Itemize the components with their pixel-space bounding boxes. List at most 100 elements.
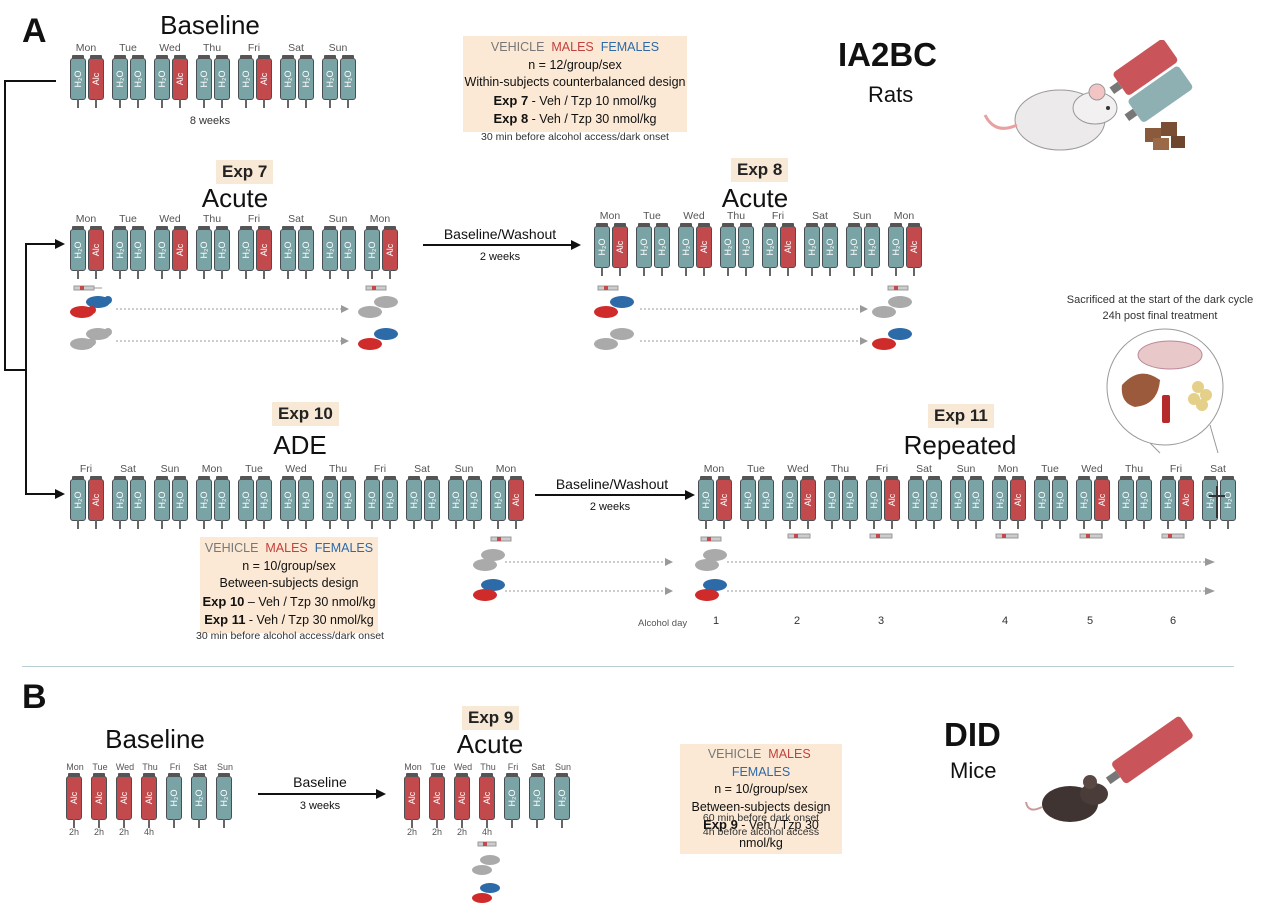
water-bottle-icon: H₂O: [1076, 476, 1092, 529]
alcohol-bottle-icon: Alc: [906, 223, 922, 276]
day-label: Sat: [193, 762, 207, 772]
water-bottle-icon: H₂O: [280, 476, 296, 529]
water-bottle-icon: H₂O: [340, 55, 356, 108]
exp7-title: Acute: [201, 183, 269, 213]
legend-females: FEMALES: [731, 764, 791, 779]
water-bottle-icon: H₂O: [340, 226, 356, 279]
day-label: Sun: [956, 463, 976, 475]
info2-timing: 30 min before alcohol access/dark onset: [196, 630, 384, 642]
day-label: Thu: [726, 210, 746, 222]
water-bottle-icon: H₂O: [678, 223, 694, 276]
day-label: Fri: [169, 762, 181, 772]
vehicle-rat-icon: [86, 328, 112, 340]
mice-arrow-duration: 3 weeks: [299, 800, 341, 812]
water-bottle-icon: H₂O: [298, 476, 314, 529]
legend-vehicle: VEHICLE: [204, 541, 259, 555]
water-bottle-icon: H₂O: [112, 226, 128, 279]
mice-baseline-bottle-row: Mon Alc 2h Tue Alc 2h Wed Alc 2h Thu Alc 4h Fri H₂O Sa…: [66, 762, 246, 842]
water-bottle-icon: H₂O: [196, 226, 212, 279]
exp8-treatment-schematic: [594, 285, 912, 350]
exp8-bottle-row: Mon H₂O Alc Tue H₂O H₂O Wed H₂O Alc Thu H₂O H₂O Fri H…: [592, 210, 932, 276]
water-bottle-icon: H₂O: [846, 223, 862, 276]
exp11-title: Repeated: [903, 430, 1017, 460]
alcohol-bottle-icon: Alc: [479, 773, 495, 828]
day-label: Sat: [531, 762, 545, 772]
water-bottle-icon: H₂O: [112, 476, 128, 529]
water-bottle-icon: H₂O: [824, 476, 840, 529]
exp10-bottle-row: Fri H₂O Alc Sat H₂O H₂O Sun H₂O H₂O Mon H₂O H₂O Tue H…: [68, 463, 538, 529]
day-label: Sat: [288, 213, 304, 225]
exp7-treatment-schematic: [70, 285, 398, 350]
day-label: Thu: [480, 762, 496, 772]
panel-divider: [22, 666, 1234, 667]
model-subtitle-rats: Rats: [868, 82, 914, 107]
day-label: Fri: [771, 210, 785, 222]
water-bottle-icon: H₂O: [968, 476, 984, 529]
day-label: Sun: [216, 762, 233, 772]
water-bottle-icon: H₂O: [191, 773, 207, 828]
day-label: Wed: [285, 463, 307, 475]
day-label: Fri: [247, 213, 261, 225]
access-hours: 2h: [93, 827, 104, 837]
day-label: Wed: [453, 762, 473, 772]
model-subtitle-mice: Mice: [950, 758, 997, 783]
day-label: Tue: [245, 463, 263, 475]
washout1-arrow: [423, 240, 581, 250]
water-bottle-icon: H₂O: [70, 476, 86, 529]
info3-n: n = 10/group/sex: [714, 782, 808, 796]
water-bottle-icon: H₂O: [758, 476, 774, 529]
water-bottle-icon: H₂O: [214, 55, 230, 108]
alcohol-bottle-icon: Alc: [612, 223, 628, 276]
water-bottle-icon: H₂O: [1160, 476, 1176, 529]
bracket-vertical: [4, 80, 6, 370]
bracket-mid: [4, 369, 26, 371]
day-label: Fri: [875, 463, 889, 475]
water-bottle-icon: H₂O: [130, 55, 146, 108]
water-bottle-icon: H₂O: [740, 476, 756, 529]
info-box-exp7-8: VEHICLE MALES FEMALES n = 12/group/sex W…: [463, 36, 687, 132]
water-bottle-icon: H₂O: [950, 476, 966, 529]
day-label: Mon: [404, 762, 422, 772]
syringe-icon: [73, 285, 102, 291]
day-label: Thu: [1124, 463, 1144, 475]
day-label: Thu: [830, 463, 850, 475]
info3-design: Between-subjects design: [691, 799, 831, 814]
panel-letter-a: A: [22, 12, 47, 50]
alcohol-bottle-icon: Alc: [884, 476, 900, 529]
day-label: Wed: [683, 210, 705, 222]
water-bottle-icon: H₂O: [1034, 476, 1050, 529]
alcohol-day-2: 2: [794, 615, 801, 627]
water-bottle-icon: H₂O: [1118, 476, 1134, 529]
baseline-bottle-row: Mon H₂O Alc Tue H₂O H₂O Wed H₂O Alc Thu H₂O H₂O Fri H…: [68, 42, 358, 108]
info2-exp11-label: Exp 11: [204, 612, 246, 627]
alcohol-bottle-icon: Alc: [88, 476, 104, 529]
legend-vehicle: VEHICLE: [490, 40, 545, 54]
alcohol-bottle-icon: Alc: [1094, 476, 1110, 529]
day-label: Mon: [495, 463, 517, 475]
exp7-bottle-row: Mon H₂O Alc Tue H₂O H₂O Wed H₂O Alc Thu H₂O H₂O Fri H…: [68, 213, 408, 279]
info2-exp10-text: – Veh / Tzp 30 nmol/kg: [247, 594, 376, 609]
female-rat-icon: [86, 296, 112, 308]
exp10-badge: Exp 10: [272, 402, 339, 426]
water-bottle-icon: H₂O: [70, 226, 86, 279]
water-bottle-icon: H₂O: [864, 223, 880, 276]
water-bottle-icon: H₂O: [926, 476, 942, 529]
access-hours: 2h: [456, 827, 467, 837]
access-hours: 2h: [431, 827, 442, 837]
info-box-exp9: VEHICLE MALES FEMALES n = 10/group/sex B…: [680, 744, 842, 854]
water-bottle-icon: H₂O: [406, 476, 422, 529]
exp9-badge: Exp 9: [462, 706, 520, 730]
water-bottle-icon: H₂O: [130, 476, 146, 529]
water-bottle-icon: H₂O: [448, 476, 464, 529]
water-bottle-icon: H₂O: [256, 476, 272, 529]
info-design: Within-subjects counterbalanced design: [464, 75, 686, 89]
water-bottle-icon: H₂O: [238, 476, 254, 529]
alcohol-bottle-icon: Alc: [91, 773, 107, 828]
exp11-syringes: [787, 533, 1185, 539]
day-label: Sat: [1210, 463, 1226, 475]
day-label: Thu: [142, 762, 158, 772]
day-label: Tue: [92, 762, 108, 772]
water-bottle-icon: H₂O: [554, 773, 570, 828]
alcohol-bottle-icon: Alc: [1178, 476, 1194, 529]
day-label: Tue: [430, 762, 446, 772]
